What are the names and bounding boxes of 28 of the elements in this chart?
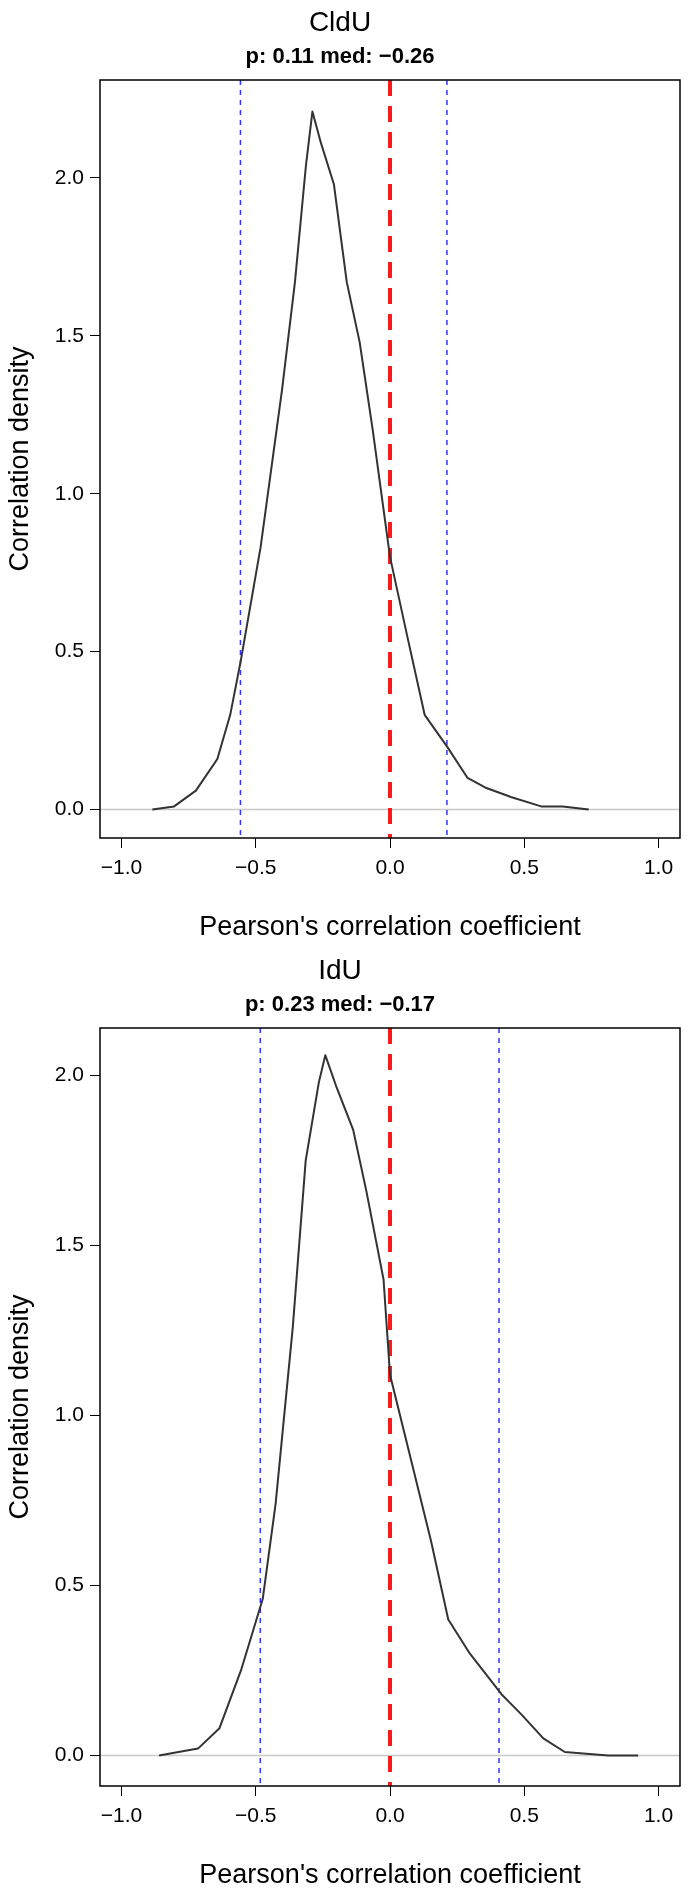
- y-tick-label: 1.5: [54, 322, 84, 346]
- chart-title: CldU: [308, 5, 372, 37]
- x-tick-label: −1.0: [100, 855, 143, 879]
- x-tick-label: 0.0: [375, 1803, 405, 1827]
- y-axis-title: Correlation density: [3, 345, 34, 572]
- y-tick-label: 2.0: [54, 1062, 84, 1086]
- chart-title: IdU: [318, 953, 362, 985]
- x-axis-title: Pearson's correlation coefficient: [199, 1859, 582, 1890]
- chart-subtitle: p: 0.11 med: −0.26: [245, 42, 435, 68]
- y-tick-label: 0.5: [54, 638, 84, 662]
- y-tick-label: 1.0: [54, 1402, 84, 1426]
- x-tick-label: 0.5: [509, 855, 539, 879]
- y-tick-label: 0.0: [54, 1742, 84, 1766]
- x-tick-label: 1.0: [643, 1803, 674, 1827]
- x-axis-title: Pearson's correlation coefficient: [199, 911, 582, 942]
- x-tick-label: −1.0: [100, 1803, 143, 1827]
- x-tick-label: 0.5: [509, 1803, 539, 1827]
- y-tick-label: 1.0: [54, 480, 84, 504]
- chart-subtitle: p: 0.23 med: −0.17: [244, 990, 436, 1016]
- x-tick-label: −0.5: [235, 1803, 277, 1827]
- y-tick-label: 0.0: [54, 796, 84, 820]
- x-tick-label: 1.0: [643, 855, 674, 879]
- x-tick-label: 0.0: [375, 855, 405, 879]
- y-tick-label: 0.5: [54, 1572, 84, 1596]
- y-axis-title: Correlation density: [3, 1293, 34, 1520]
- x-tick-label: −0.5: [235, 855, 277, 879]
- y-tick-label: 1.5: [54, 1232, 84, 1256]
- y-tick-label: 2.0: [54, 164, 84, 188]
